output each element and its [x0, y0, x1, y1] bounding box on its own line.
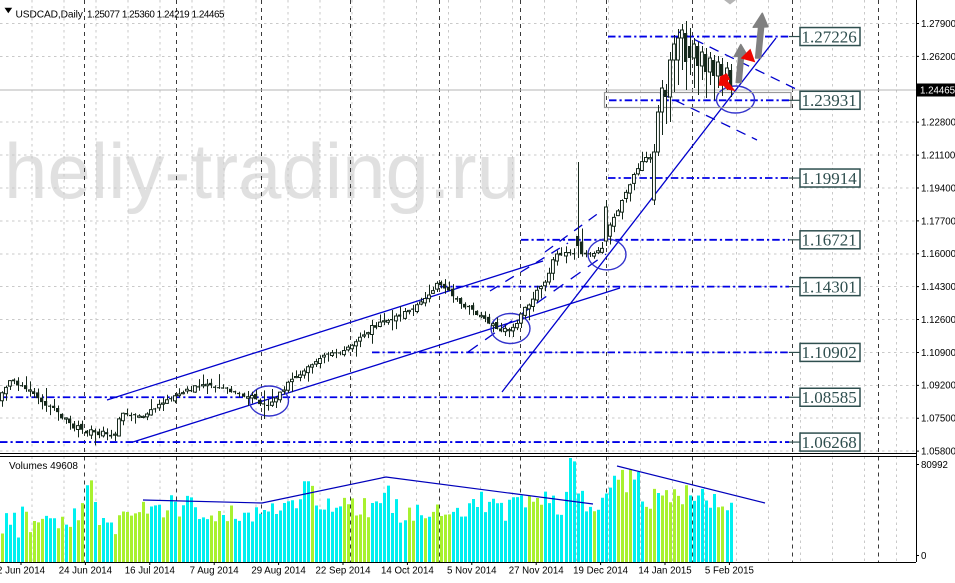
- svg-text:22 Sep 2014: 22 Sep 2014: [316, 566, 372, 577]
- svg-text:1.21100: 1.21100: [921, 150, 955, 161]
- svg-text:1.16000: 1.16000: [921, 249, 955, 260]
- svg-text:80992: 80992: [921, 460, 948, 471]
- svg-text:14 Oct 2014: 14 Oct 2014: [381, 566, 434, 577]
- svg-text:29 Aug 2014: 29 Aug 2014: [251, 566, 306, 577]
- svg-text:27 Nov 2014: 27 Nov 2014: [509, 566, 565, 577]
- svg-text:1.19400: 1.19400: [921, 183, 955, 194]
- svg-text:1.07500: 1.07500: [921, 414, 955, 425]
- svg-text:1.08585: 1.08585: [802, 388, 857, 407]
- svg-text:USDCAD,Daily: USDCAD,Daily: [16, 10, 84, 21]
- svg-text:1.10902: 1.10902: [802, 343, 857, 362]
- svg-text:24 Jun 2014: 24 Jun 2014: [59, 566, 113, 577]
- svg-text:5 Nov 2014: 5 Nov 2014: [447, 566, 497, 577]
- svg-text:1.16721: 1.16721: [802, 231, 857, 250]
- svg-text:19 Dec 2014: 19 Dec 2014: [573, 566, 629, 577]
- svg-text:1.17700: 1.17700: [921, 216, 955, 227]
- svg-text:1.12600: 1.12600: [921, 315, 955, 326]
- svg-text:7 Aug 2014: 7 Aug 2014: [190, 566, 240, 577]
- svg-text:1.23931: 1.23931: [802, 91, 857, 110]
- svg-text:16 Jul 2014: 16 Jul 2014: [125, 566, 176, 577]
- svg-text:1.22800: 1.22800: [921, 118, 955, 129]
- svg-text:1.26200: 1.26200: [921, 52, 955, 63]
- svg-text:1.19914: 1.19914: [802, 169, 858, 188]
- svg-text:1.06268: 1.06268: [802, 433, 857, 452]
- svg-text:5 Feb 2015: 5 Feb 2015: [705, 566, 754, 577]
- svg-text:1.09200: 1.09200: [921, 381, 955, 392]
- svg-text:1.10900: 1.10900: [921, 348, 955, 359]
- svg-text:1.05800: 1.05800: [921, 447, 955, 458]
- svg-text:1.27226: 1.27226: [802, 27, 857, 46]
- svg-text:1.14301: 1.14301: [802, 277, 857, 296]
- svg-text:1.27900: 1.27900: [921, 19, 955, 30]
- svg-text:1.25077 1.25360 1.24219 1.2446: 1.25077 1.25360 1.24219 1.24465: [87, 10, 225, 21]
- svg-text:1.14300: 1.14300: [921, 282, 955, 293]
- svg-text:14 Jan 2015: 14 Jan 2015: [638, 566, 691, 577]
- svg-text:1.24465: 1.24465: [920, 85, 955, 96]
- svg-text:Volumes 49608: Volumes 49608: [9, 461, 78, 472]
- svg-text:2 Jun 2014: 2 Jun 2014: [0, 566, 46, 577]
- svg-text:0: 0: [921, 551, 927, 562]
